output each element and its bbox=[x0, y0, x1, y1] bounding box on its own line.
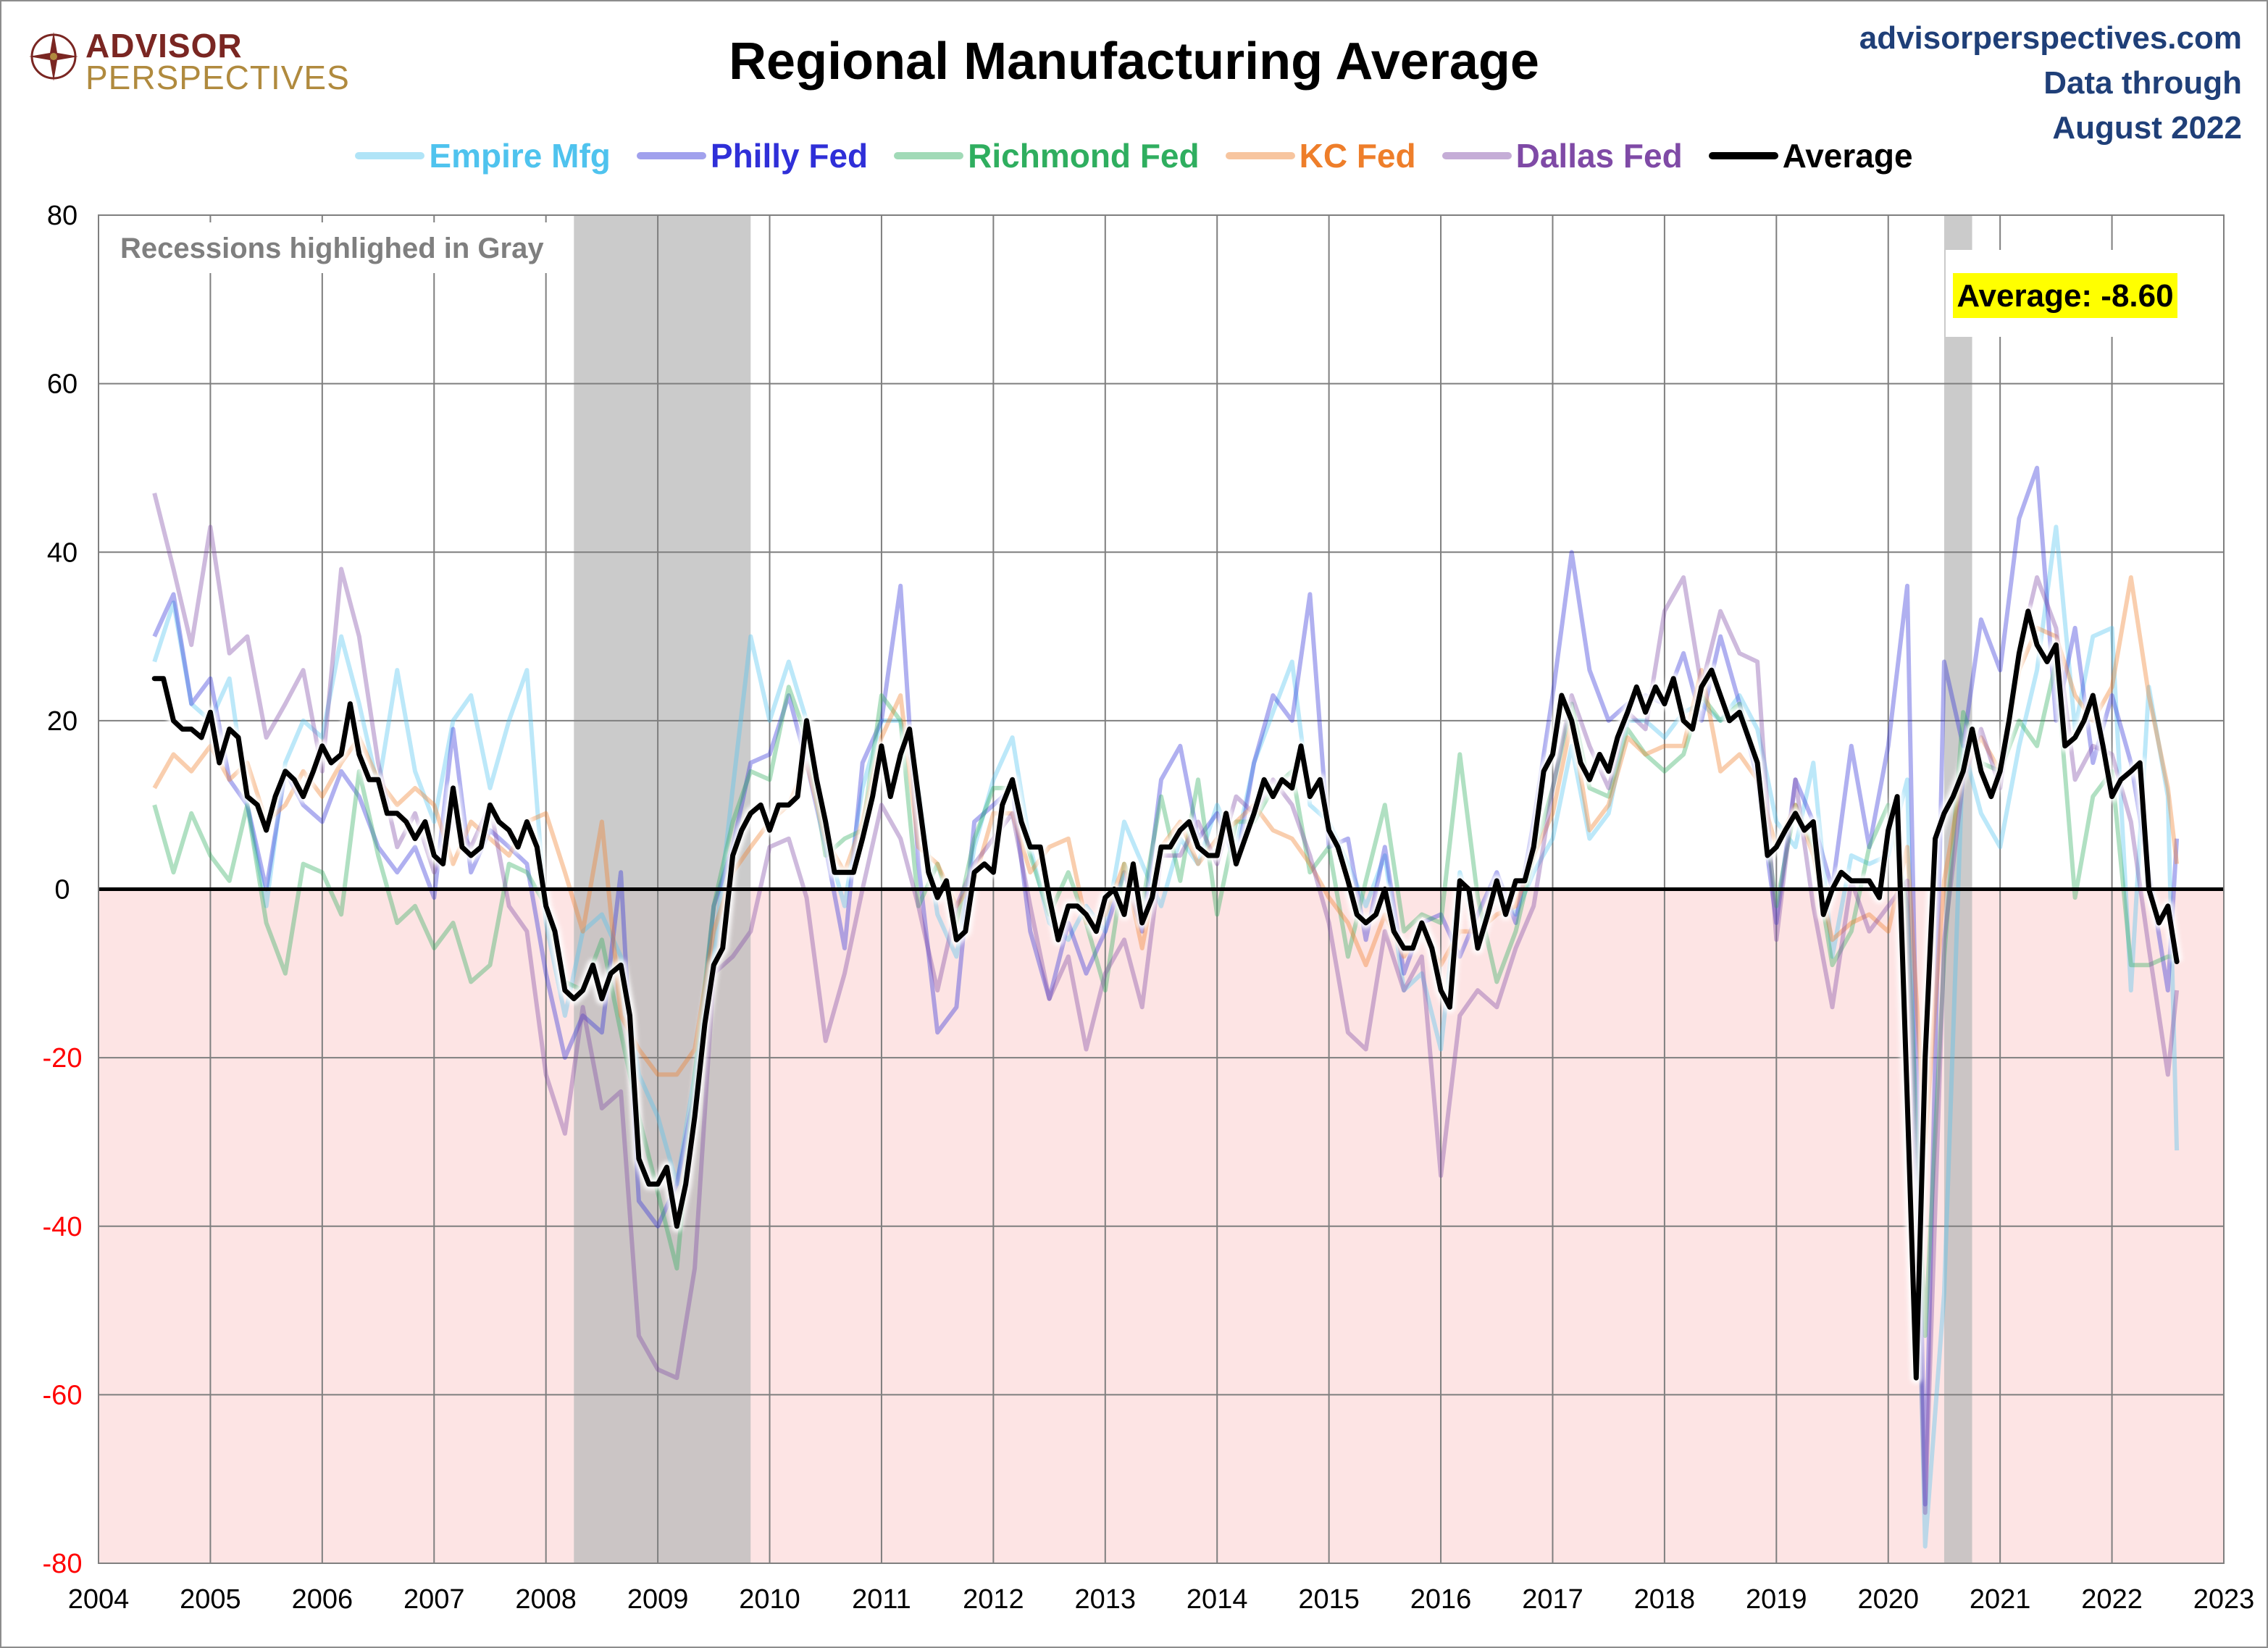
legend-item-philly: Philly Fed bbox=[636, 136, 869, 175]
x-tick-label: 2005 bbox=[180, 1584, 241, 1615]
legend-item-kc: KC Fed bbox=[1225, 136, 1416, 175]
y-tick-label: -80 bbox=[43, 1549, 83, 1579]
legend-item-average: Average bbox=[1708, 136, 1913, 175]
data-through-date: August 2022 bbox=[2052, 110, 2242, 146]
chart-legend: Empire Mfg Philly Fed Richmond Fed KC Fe… bbox=[0, 130, 2268, 181]
recession-note: Recessions highlighed in Gray bbox=[120, 233, 544, 264]
x-tick-label: 2004 bbox=[68, 1584, 130, 1615]
source-site: advisorperspectives.com bbox=[1859, 20, 2242, 56]
average-annotation-highlight bbox=[1953, 273, 2177, 318]
x-tick-label: 2009 bbox=[627, 1584, 689, 1615]
x-tick-label: 2021 bbox=[1970, 1584, 2031, 1615]
legend-label-average: Average bbox=[1782, 137, 1913, 175]
y-tick-label: 40 bbox=[47, 538, 78, 568]
legend-label-empire: Empire Mfg bbox=[429, 137, 611, 175]
y-tick-label: 80 bbox=[47, 201, 78, 231]
data-through-label: Data through bbox=[2043, 65, 2242, 101]
legend-item-dallas: Dallas Fed bbox=[1441, 136, 1683, 175]
legend-swatch-dallas bbox=[1441, 152, 1512, 159]
x-tick-label: 2023 bbox=[2193, 1584, 2255, 1615]
x-tick-label: 2015 bbox=[1298, 1584, 1360, 1615]
recession-note-box bbox=[106, 222, 569, 273]
x-tick-label: 2020 bbox=[1857, 1584, 1919, 1615]
chart-title: Regional Manufacturing Average bbox=[729, 33, 1539, 91]
y-tick-label: 60 bbox=[47, 369, 78, 400]
advisor-perspectives-logo: ADVISOR PERSPECTIVES bbox=[28, 26, 349, 96]
y-tick-label: -40 bbox=[43, 1212, 83, 1242]
x-tick-label: 2013 bbox=[1075, 1584, 1137, 1615]
legend-item-empire: Empire Mfg bbox=[355, 136, 611, 175]
legend-swatch-kc bbox=[1225, 152, 1295, 159]
legend-swatch-average bbox=[1708, 152, 1778, 159]
legend-swatch-empire bbox=[355, 152, 425, 159]
legend-label-philly: Philly Fed bbox=[710, 137, 869, 175]
legend-label-kc: KC Fed bbox=[1299, 137, 1416, 175]
legend-label-richmond: Richmond Fed bbox=[968, 137, 1200, 175]
x-tick-label: 2008 bbox=[515, 1584, 577, 1615]
series-line-philly bbox=[152, 465, 2180, 1507]
compass-rose-icon bbox=[29, 32, 78, 81]
x-tick-label: 2006 bbox=[292, 1584, 353, 1615]
source-info: advisorperspectives.com Data through Aug… bbox=[1859, 16, 2242, 151]
series-line-average bbox=[151, 608, 2180, 1381]
x-tick-label: 2007 bbox=[403, 1584, 465, 1615]
x-tick-label: 2011 bbox=[852, 1584, 911, 1615]
x-tick-label: 2016 bbox=[1410, 1584, 1472, 1615]
logo-wordmark-bottom: PERSPECTIVES bbox=[85, 59, 350, 96]
x-tick-label: 2010 bbox=[739, 1584, 800, 1615]
logo-wordmark-top: ADVISOR bbox=[85, 27, 243, 64]
y-tick-label: 20 bbox=[47, 706, 78, 737]
x-tick-label: 2017 bbox=[1522, 1584, 1583, 1615]
series-line-kc bbox=[152, 575, 2180, 1145]
y-tick-label: -20 bbox=[43, 1043, 83, 1074]
x-tick-label: 2014 bbox=[1187, 1584, 1248, 1615]
average-annotation: Average: -8.60 bbox=[1957, 278, 2173, 314]
legend-swatch-philly bbox=[636, 152, 706, 159]
legend-swatch-richmond bbox=[894, 152, 964, 159]
x-tick-label: 2022 bbox=[2081, 1584, 2143, 1615]
legend-item-richmond: Richmond Fed bbox=[894, 136, 1200, 175]
y-tick-label: -60 bbox=[43, 1380, 83, 1410]
plot-border bbox=[98, 214, 2225, 1564]
x-tick-label: 2019 bbox=[1746, 1584, 1807, 1615]
x-tick-label: 2018 bbox=[1634, 1584, 1696, 1615]
x-tick-label: 2012 bbox=[963, 1584, 1024, 1615]
legend-label-dallas: Dallas Fed bbox=[1515, 137, 1683, 175]
y-tick-label: 0 bbox=[54, 875, 70, 905]
